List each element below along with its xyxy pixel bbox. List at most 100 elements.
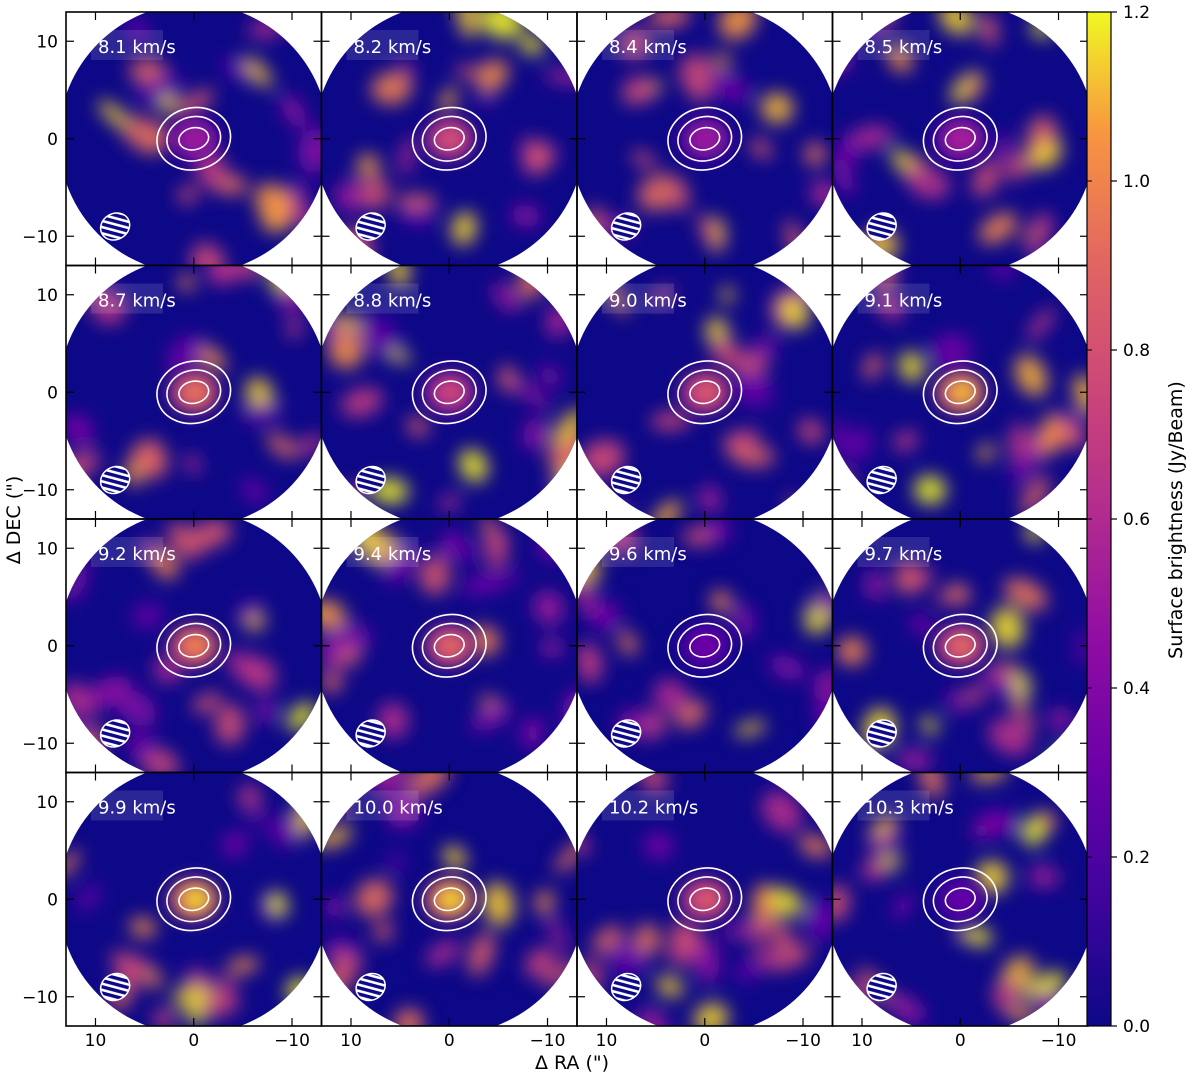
emission-blob bbox=[798, 834, 832, 858]
continuum-contour bbox=[166, 369, 222, 416]
channel-panel: 10.0 km/s 10 0 −10 bbox=[320, 771, 578, 1051]
continuum-contour bbox=[689, 126, 721, 151]
emission-blob bbox=[804, 142, 826, 167]
channel-panel: 9.0 km/s bbox=[576, 264, 834, 520]
emission-blob bbox=[340, 387, 383, 418]
emission-blob bbox=[151, 549, 179, 580]
emission-blob bbox=[848, 125, 894, 150]
emission-blob bbox=[750, 138, 772, 159]
emission-blob bbox=[538, 364, 562, 387]
continuum-contour bbox=[411, 613, 487, 678]
source-core bbox=[693, 888, 720, 911]
emission-blob bbox=[519, 34, 544, 55]
emission-blob bbox=[1027, 865, 1060, 888]
continuum-contour bbox=[156, 613, 232, 678]
velocity-label-box bbox=[602, 790, 674, 821]
emission-blob bbox=[752, 883, 774, 927]
continuum-contour bbox=[433, 633, 465, 658]
y-tick-label: 10 bbox=[36, 539, 58, 559]
source-core bbox=[438, 888, 465, 911]
emission-blob bbox=[321, 999, 349, 1024]
emission-blob bbox=[874, 291, 905, 321]
continuum-contour bbox=[178, 633, 210, 658]
velocity-label-box bbox=[346, 537, 419, 567]
channel-panel: 9.7 km/s bbox=[831, 518, 1089, 774]
emission-blob bbox=[653, 679, 688, 712]
y-tick-label: 0 bbox=[47, 890, 58, 910]
velocity-label-box bbox=[91, 790, 163, 821]
emission-blob bbox=[321, 600, 346, 629]
continuum-contour bbox=[932, 369, 988, 416]
emission-blob bbox=[618, 630, 638, 656]
y-axis-label: Δ DEC (") bbox=[3, 476, 25, 565]
emission-blob bbox=[753, 944, 780, 972]
emission-blob bbox=[779, 296, 810, 329]
channel-panel: 8.2 km/s bbox=[320, 11, 578, 267]
emission-blob bbox=[893, 430, 918, 452]
velocity-label: 9.9 km/s bbox=[98, 798, 176, 819]
emission-blob bbox=[772, 926, 795, 954]
emission-blob bbox=[914, 475, 947, 505]
emission-blob bbox=[328, 952, 363, 974]
emission-blob bbox=[735, 960, 759, 983]
emission-blob bbox=[479, 12, 524, 40]
emission-blob bbox=[813, 668, 833, 703]
source-core bbox=[949, 127, 976, 150]
y-tick-label: 10 bbox=[36, 286, 58, 306]
emission-blob bbox=[129, 917, 157, 938]
continuum-contour bbox=[433, 380, 465, 405]
emission-blob bbox=[266, 433, 297, 459]
colorbar-tick-label: 1.0 bbox=[1123, 172, 1150, 192]
emission-blob bbox=[718, 12, 757, 40]
emission-blob bbox=[860, 858, 888, 882]
emission-blob bbox=[729, 429, 761, 447]
emission-blob bbox=[434, 542, 482, 561]
emission-blob bbox=[186, 1005, 205, 1026]
emission-blob bbox=[698, 213, 719, 249]
emission-blob bbox=[805, 898, 833, 941]
emission-blob bbox=[889, 993, 918, 1020]
colorbar-tick-label: 0.2 bbox=[1123, 848, 1150, 868]
velocity-label-box bbox=[857, 283, 930, 314]
channel-panel: 9.6 km/s bbox=[576, 518, 834, 774]
channel-panel: 10.2 km/s 10 0 −10 bbox=[576, 771, 834, 1051]
source-core bbox=[438, 127, 465, 150]
channel-panel: 8.7 km/s 10 0 −10 bbox=[22, 264, 323, 520]
emission-blob bbox=[631, 150, 656, 169]
source-core bbox=[182, 634, 209, 657]
emission-blob bbox=[324, 897, 346, 918]
velocity-label: 8.4 km/s bbox=[609, 37, 687, 58]
emission-blob bbox=[298, 499, 315, 519]
emission-blob bbox=[709, 74, 727, 91]
emission-blob bbox=[543, 69, 577, 85]
emission-blob bbox=[930, 333, 973, 369]
emission-blob bbox=[498, 365, 518, 393]
emission-blob bbox=[1050, 747, 1081, 773]
continuum-contour bbox=[166, 876, 222, 923]
emission-blob bbox=[514, 380, 550, 408]
velocity-label: 8.7 km/s bbox=[98, 291, 176, 312]
emission-blob bbox=[280, 94, 307, 129]
emission-blob bbox=[892, 148, 909, 170]
emission-blob bbox=[948, 582, 971, 605]
velocity-label: 8.2 km/s bbox=[354, 37, 432, 58]
emission-blob bbox=[788, 493, 805, 519]
beam-ellipse bbox=[355, 972, 386, 1002]
beam-ellipse bbox=[866, 212, 897, 241]
emission-blob bbox=[535, 890, 554, 914]
emission-blob bbox=[276, 267, 304, 315]
emission-blob bbox=[554, 837, 577, 873]
colorbar-tick-label: 0.0 bbox=[1123, 1017, 1150, 1037]
y-tick-label: 10 bbox=[36, 793, 58, 813]
emission-blob bbox=[486, 529, 509, 569]
velocity-label-box bbox=[346, 790, 419, 821]
emission-blob bbox=[215, 703, 245, 746]
y-tick-label: −10 bbox=[22, 988, 58, 1008]
emission-blob bbox=[131, 602, 163, 630]
continuum-contour bbox=[433, 126, 465, 151]
continuum-contour bbox=[667, 106, 743, 171]
emission-blob bbox=[714, 52, 731, 69]
emission-blob bbox=[116, 690, 157, 727]
emission-blob bbox=[811, 591, 833, 613]
